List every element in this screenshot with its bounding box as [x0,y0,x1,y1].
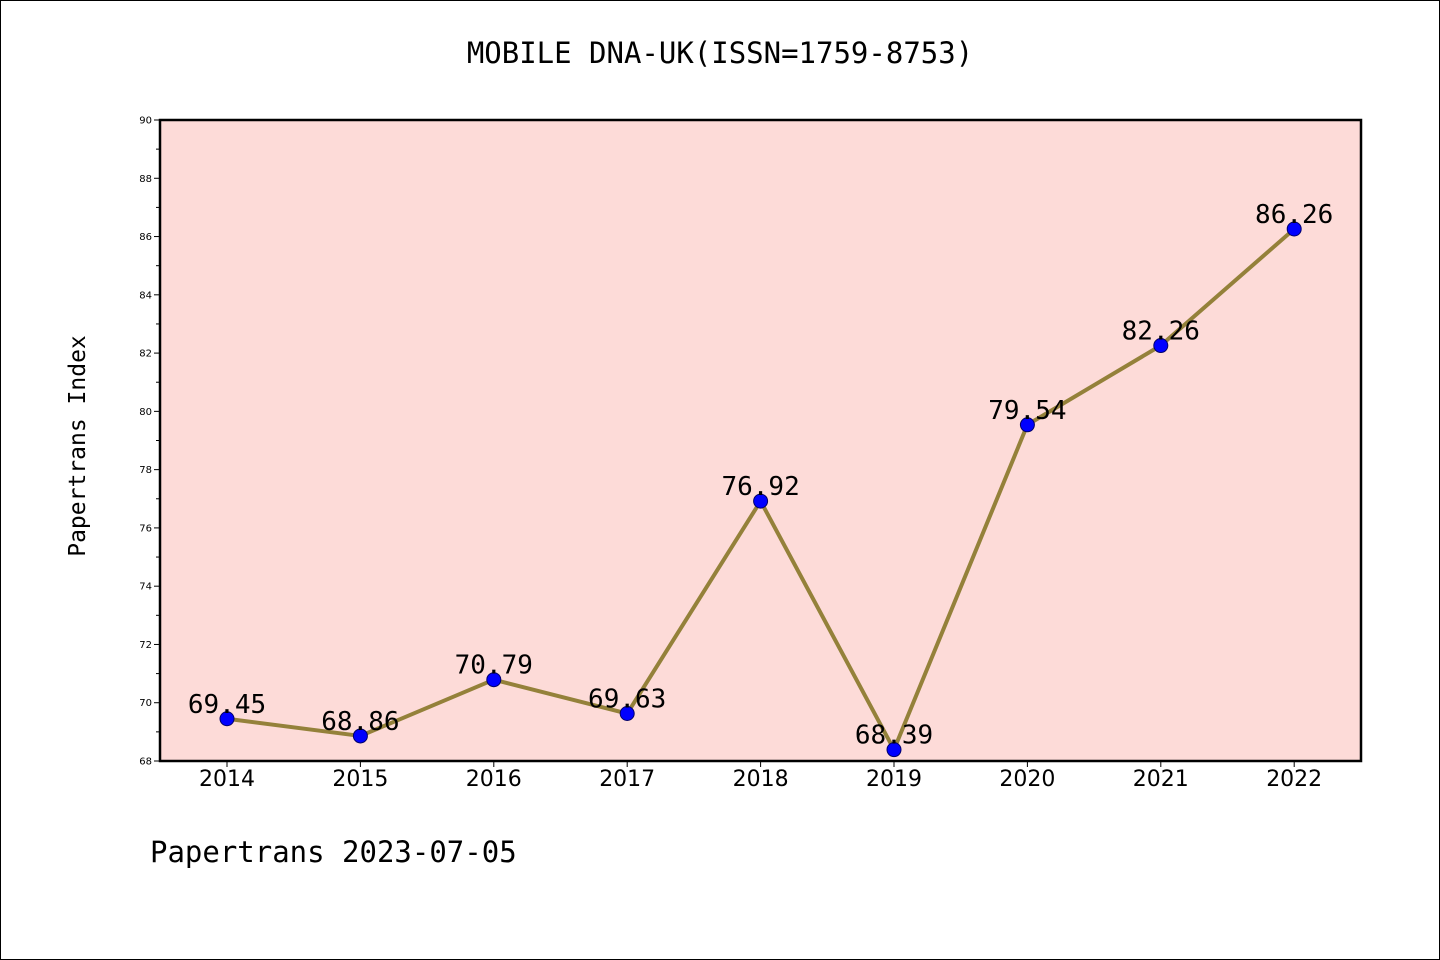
x-axis: 2014 2015 2016 2017 2018 2019 2020 2021 2022 [199,761,1322,792]
x-tick-label: 2021 [1133,767,1189,792]
data-label-2022: 86.26 [1255,200,1333,230]
footer-text: Papertrans 2023-07-05 [150,835,517,869]
x-tick-label: 2017 [599,767,655,792]
data-label-2018: 76.92 [721,472,799,502]
x-tick-label: 2020 [999,767,1055,792]
x-tick-label: 2016 [466,767,522,792]
data-point-2021 [1153,338,1169,354]
data-point-2019 [886,742,902,758]
x-tick-label: 2019 [866,767,922,792]
data-label-2019: 68.39 [855,721,933,751]
data-label-2014: 69.45 [188,690,266,720]
y-axis: 68 70 72 74 76 78 80 82 84 86 88 90 [139,116,160,768]
y-tick-label: 76 [139,523,152,534]
plot-area [160,120,1361,761]
y-tick-label: 90 [139,116,152,127]
data-point-2017 [619,706,635,722]
y-tick-label: 80 [139,407,152,418]
data-label-2015: 68.86 [321,707,399,737]
x-tick-label: 2014 [199,767,255,792]
data-point-2022 [1286,221,1302,237]
data-point-2018 [753,493,769,509]
y-tick-label: 70 [139,698,152,709]
data-point-2020 [1019,417,1035,433]
y-tick-label: 82 [139,349,152,360]
y-tick-label: 84 [139,290,152,301]
chart-title: MOBILE DNA-UK(ISSN=1759-8753) [466,36,974,70]
data-labels-group: 69.45 68.86 70.79 69.63 76.92 68.39 79.54 82.26… [188,200,1333,751]
data-label-2017: 69.63 [588,685,666,715]
data-label-2021: 82.26 [1122,317,1200,347]
y-tick-label: 88 [139,174,152,185]
data-point-2014 [219,711,235,727]
y-tick-label: 74 [139,582,152,593]
data-point-2015 [352,728,368,744]
y-tick-label: 68 [139,757,152,768]
x-tick-label: 2018 [733,767,789,792]
y-tick-label: 72 [139,640,152,651]
plot-border [158,118,1363,763]
data-label-2016: 70.79 [455,651,533,681]
y-tick-label: 78 [139,465,152,476]
x-tick-label: 2015 [332,767,388,792]
data-point-2016 [486,672,502,688]
y-tick-label: 86 [139,232,152,243]
data-label-2020: 79.54 [988,396,1066,426]
y-axis-label: Papertrans Index [65,335,91,557]
markers-group [219,221,1302,758]
x-tick-label: 2022 [1266,767,1322,792]
